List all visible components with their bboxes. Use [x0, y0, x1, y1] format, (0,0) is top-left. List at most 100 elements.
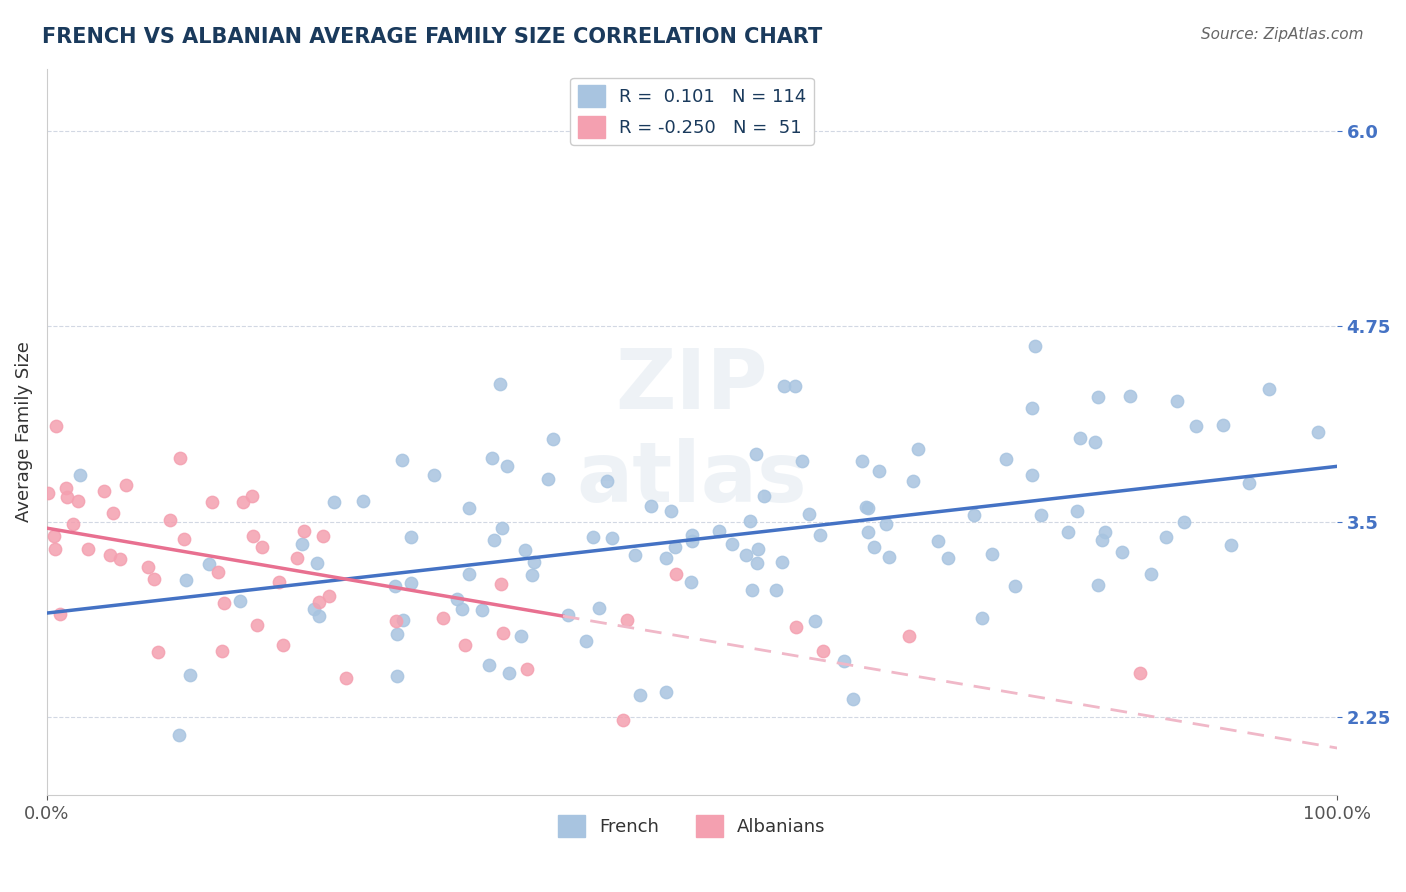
Point [146, 645, 169, 659]
Point [138, 560, 160, 574]
Point [69, 467, 91, 482]
Legend: French, Albanians: French, Albanians [551, 808, 832, 845]
Point [745, 556, 768, 570]
Point [174, 573, 197, 587]
Point [457, 567, 479, 582]
Point [994, 451, 1017, 466]
Point [384, 579, 406, 593]
Point [575, 634, 598, 648]
Point [62, 517, 84, 532]
Point [110, 551, 132, 566]
Point [1021, 401, 1043, 415]
Point [489, 577, 512, 591]
Point [481, 451, 503, 466]
Point [1069, 431, 1091, 445]
Point [1212, 417, 1234, 432]
Point [1119, 389, 1142, 403]
Point [709, 524, 731, 539]
Point [159, 513, 181, 527]
Point [450, 601, 472, 615]
Point [720, 537, 742, 551]
Point [44, 542, 66, 557]
Point [352, 494, 374, 508]
Point [790, 454, 813, 468]
Point [747, 542, 769, 557]
Point [211, 644, 233, 658]
Point [477, 657, 499, 672]
Point [927, 534, 949, 549]
Point [516, 662, 538, 676]
Point [513, 542, 536, 557]
Point [322, 495, 344, 509]
Point [115, 478, 138, 492]
Point [76, 542, 98, 557]
Point [304, 601, 326, 615]
Point [318, 589, 340, 603]
Point [489, 377, 512, 392]
Point [399, 530, 422, 544]
Point [496, 459, 519, 474]
Point [655, 685, 678, 699]
Text: FRENCH VS ALBANIAN AVERAGE FAMILY SIZE CORRELATION CHART: FRENCH VS ALBANIAN AVERAGE FAMILY SIZE C… [42, 27, 823, 46]
Point [1024, 338, 1046, 352]
Point [903, 474, 925, 488]
Point [842, 691, 865, 706]
Point [1066, 503, 1088, 517]
Point [391, 453, 413, 467]
Point [312, 529, 335, 543]
Point [804, 614, 827, 628]
Point [616, 613, 638, 627]
Point [765, 582, 787, 597]
Point [42, 529, 65, 543]
Point [1166, 393, 1188, 408]
Point [498, 665, 520, 680]
Point [308, 609, 330, 624]
Point [588, 600, 610, 615]
Point [292, 524, 315, 539]
Point [770, 555, 793, 569]
Point [981, 547, 1004, 561]
Point [385, 614, 408, 628]
Point [808, 528, 831, 542]
Point [679, 574, 702, 589]
Point [387, 669, 409, 683]
Point [169, 451, 191, 466]
Point [1140, 566, 1163, 581]
Point [1021, 468, 1043, 483]
Point [1154, 530, 1177, 544]
Point [856, 525, 879, 540]
Point [612, 713, 634, 727]
Point [308, 595, 330, 609]
Point [851, 454, 873, 468]
Point [936, 551, 959, 566]
Point [1185, 419, 1208, 434]
Point [45, 418, 67, 433]
Point [232, 495, 254, 509]
Point [582, 530, 605, 544]
Point [167, 728, 190, 742]
Point [752, 489, 775, 503]
Point [391, 613, 413, 627]
Point [269, 575, 291, 590]
Point [963, 508, 986, 522]
Point [863, 540, 886, 554]
Point [458, 500, 481, 515]
Point [898, 629, 921, 643]
Point [471, 603, 494, 617]
Point [1087, 578, 1109, 592]
Point [491, 626, 513, 640]
Point [877, 549, 900, 564]
Point [1239, 475, 1261, 490]
Point [1084, 434, 1107, 449]
Point [103, 506, 125, 520]
Point [207, 566, 229, 580]
Point [1173, 515, 1195, 529]
Point [785, 379, 807, 393]
Point [745, 447, 768, 461]
Point [432, 611, 454, 625]
Text: Source: ZipAtlas.com: Source: ZipAtlas.com [1201, 27, 1364, 42]
Point [228, 594, 250, 608]
Point [520, 567, 543, 582]
Point [624, 548, 647, 562]
Point [811, 644, 834, 658]
